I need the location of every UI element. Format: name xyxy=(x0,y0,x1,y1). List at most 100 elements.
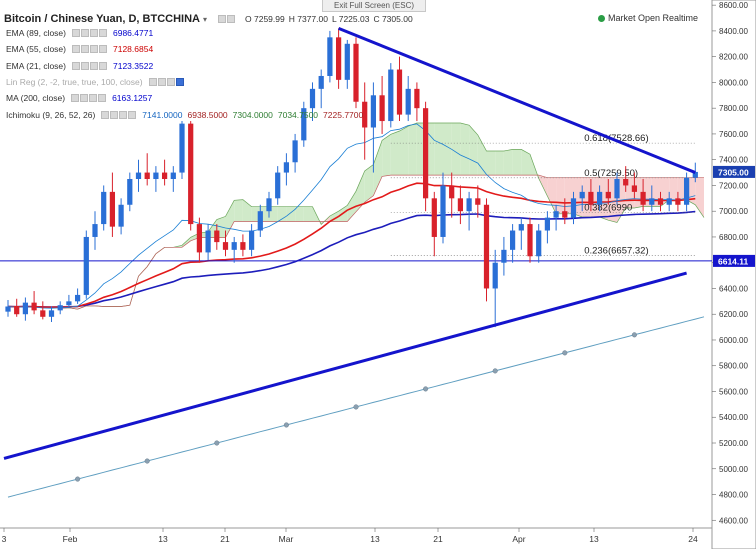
title-buttons xyxy=(218,15,236,23)
candle-body xyxy=(405,88,411,115)
y-axis-label: 7400.00 xyxy=(719,156,748,165)
candle-body xyxy=(692,171,698,178)
cloud-segment xyxy=(469,125,478,176)
cloud-segment xyxy=(512,149,522,176)
candle-body xyxy=(196,224,203,253)
candle-body xyxy=(14,306,20,315)
market-status: Market Open Realtime xyxy=(597,13,698,23)
eye-icon[interactable] xyxy=(72,29,80,37)
settings-icon[interactable] xyxy=(110,110,119,119)
candle-body xyxy=(614,179,620,199)
close-icon[interactable] xyxy=(99,61,107,70)
y-axis-label: 8200.00 xyxy=(719,53,748,62)
close-icon[interactable] xyxy=(175,77,184,86)
fib-level-label: 0.618(7528.66) xyxy=(584,133,648,144)
candle-body xyxy=(161,172,168,180)
settings-icon[interactable] xyxy=(81,61,89,70)
symbol-title[interactable]: Bitcoin / Chinese Yuan, D, BTCCHINA xyxy=(4,13,200,25)
close-icon[interactable] xyxy=(128,110,137,119)
plus-icon[interactable] xyxy=(166,77,175,86)
y-axis-label: 7800.00 xyxy=(719,104,748,113)
settings-icon[interactable] xyxy=(227,15,236,23)
candle-body xyxy=(344,43,350,80)
cloud-segment xyxy=(390,131,400,176)
cloud-segment xyxy=(329,211,339,222)
candle-body xyxy=(301,108,307,141)
plus-icon[interactable] xyxy=(89,94,98,103)
indicator-buttons xyxy=(71,94,107,103)
candle-body xyxy=(22,302,29,315)
close-icon[interactable] xyxy=(98,94,107,103)
settings-icon[interactable] xyxy=(80,94,89,103)
ma-200-marker xyxy=(492,368,498,374)
ma-200-marker xyxy=(562,350,568,356)
candle-body xyxy=(431,198,437,237)
settings-icon[interactable] xyxy=(157,77,166,86)
cloud-segment xyxy=(669,177,678,200)
cloud-segment xyxy=(382,134,391,177)
indicator-buttons xyxy=(72,29,107,37)
eye-icon[interactable] xyxy=(101,110,110,119)
indicator-buttons xyxy=(72,61,107,70)
x-axis-label: 21 xyxy=(433,534,443,544)
market-status-text: Market Open Realtime xyxy=(607,13,698,23)
indicator-row[interactable]: Ichimoku (9, 26, 52, 26) 7141.0000 6938.50… xyxy=(6,108,368,122)
candle-body xyxy=(675,198,681,205)
candle-body xyxy=(127,179,133,205)
cloud-segment xyxy=(495,150,504,176)
plus-icon[interactable] xyxy=(90,29,98,37)
candle-body xyxy=(527,224,533,257)
x-axis-label: Apr xyxy=(512,534,525,544)
plus-icon[interactable] xyxy=(90,61,98,70)
status-dot-icon xyxy=(597,15,605,22)
indicator-label: Ichimoku (9, 26, 52, 26) xyxy=(6,109,96,120)
cloud-segment xyxy=(356,170,365,212)
plus-icon[interactable] xyxy=(119,110,128,119)
exit-fullscreen-banner[interactable]: Exit Full Screen (ESC) xyxy=(322,0,426,12)
candle-body xyxy=(188,123,194,225)
x-axis-label: 13 xyxy=(158,534,168,544)
indicator-value: 7141.0000 xyxy=(142,109,183,120)
ma-200-marker xyxy=(144,458,150,464)
close-icon[interactable] xyxy=(99,45,107,54)
candle-body xyxy=(257,211,263,231)
settings-icon[interactable] xyxy=(81,45,89,54)
settings-icon[interactable] xyxy=(81,29,89,37)
y-axis-label: 7000.00 xyxy=(719,207,748,216)
x-axis-label: Feb xyxy=(63,534,78,544)
candle-body xyxy=(66,301,72,306)
x-axis-label: 13 xyxy=(589,534,599,544)
indicator-value: 7225.7700 xyxy=(323,109,364,120)
plus-icon[interactable] xyxy=(90,45,98,54)
chevron-down-icon[interactable]: ▾ xyxy=(203,14,208,24)
cloud-segment xyxy=(399,126,409,176)
eye-icon[interactable] xyxy=(71,94,80,103)
candle-body xyxy=(109,191,116,227)
eye-icon[interactable] xyxy=(72,61,80,70)
candle-body xyxy=(179,123,185,173)
candle-body xyxy=(309,88,316,109)
eye-icon[interactable] xyxy=(148,77,157,86)
close-icon[interactable] xyxy=(99,29,107,37)
indicator-row[interactable]: EMA (21, close) 7123.3522 xyxy=(6,59,158,73)
indicator-row[interactable]: EMA (89, close) 6986.4771 xyxy=(6,26,158,40)
indicator-value: 6163.1257 xyxy=(112,93,153,104)
ma-200-marker xyxy=(283,422,289,428)
y-axis-label: 8000.00 xyxy=(719,78,748,87)
candle-body xyxy=(649,198,655,205)
ma-200-marker xyxy=(75,476,81,482)
y-axis-label: 5600.00 xyxy=(719,387,748,396)
indicator-row[interactable]: Lin Reg (2, -2, true, true, 100, close) xyxy=(6,75,190,89)
candle-body xyxy=(588,191,594,205)
cloud-segment xyxy=(521,149,530,176)
cloud-segment xyxy=(364,164,374,203)
eye-icon[interactable] xyxy=(72,45,80,54)
candle-body xyxy=(205,230,211,253)
candle-body xyxy=(153,172,159,180)
cloud-segment xyxy=(303,206,313,222)
candle-body xyxy=(640,191,646,205)
eye-icon[interactable] xyxy=(218,15,227,23)
indicator-row[interactable]: EMA (55, close) 7128.6854 xyxy=(6,42,158,56)
indicator-row[interactable]: MA (200, close) 6163.1257 xyxy=(6,91,157,105)
